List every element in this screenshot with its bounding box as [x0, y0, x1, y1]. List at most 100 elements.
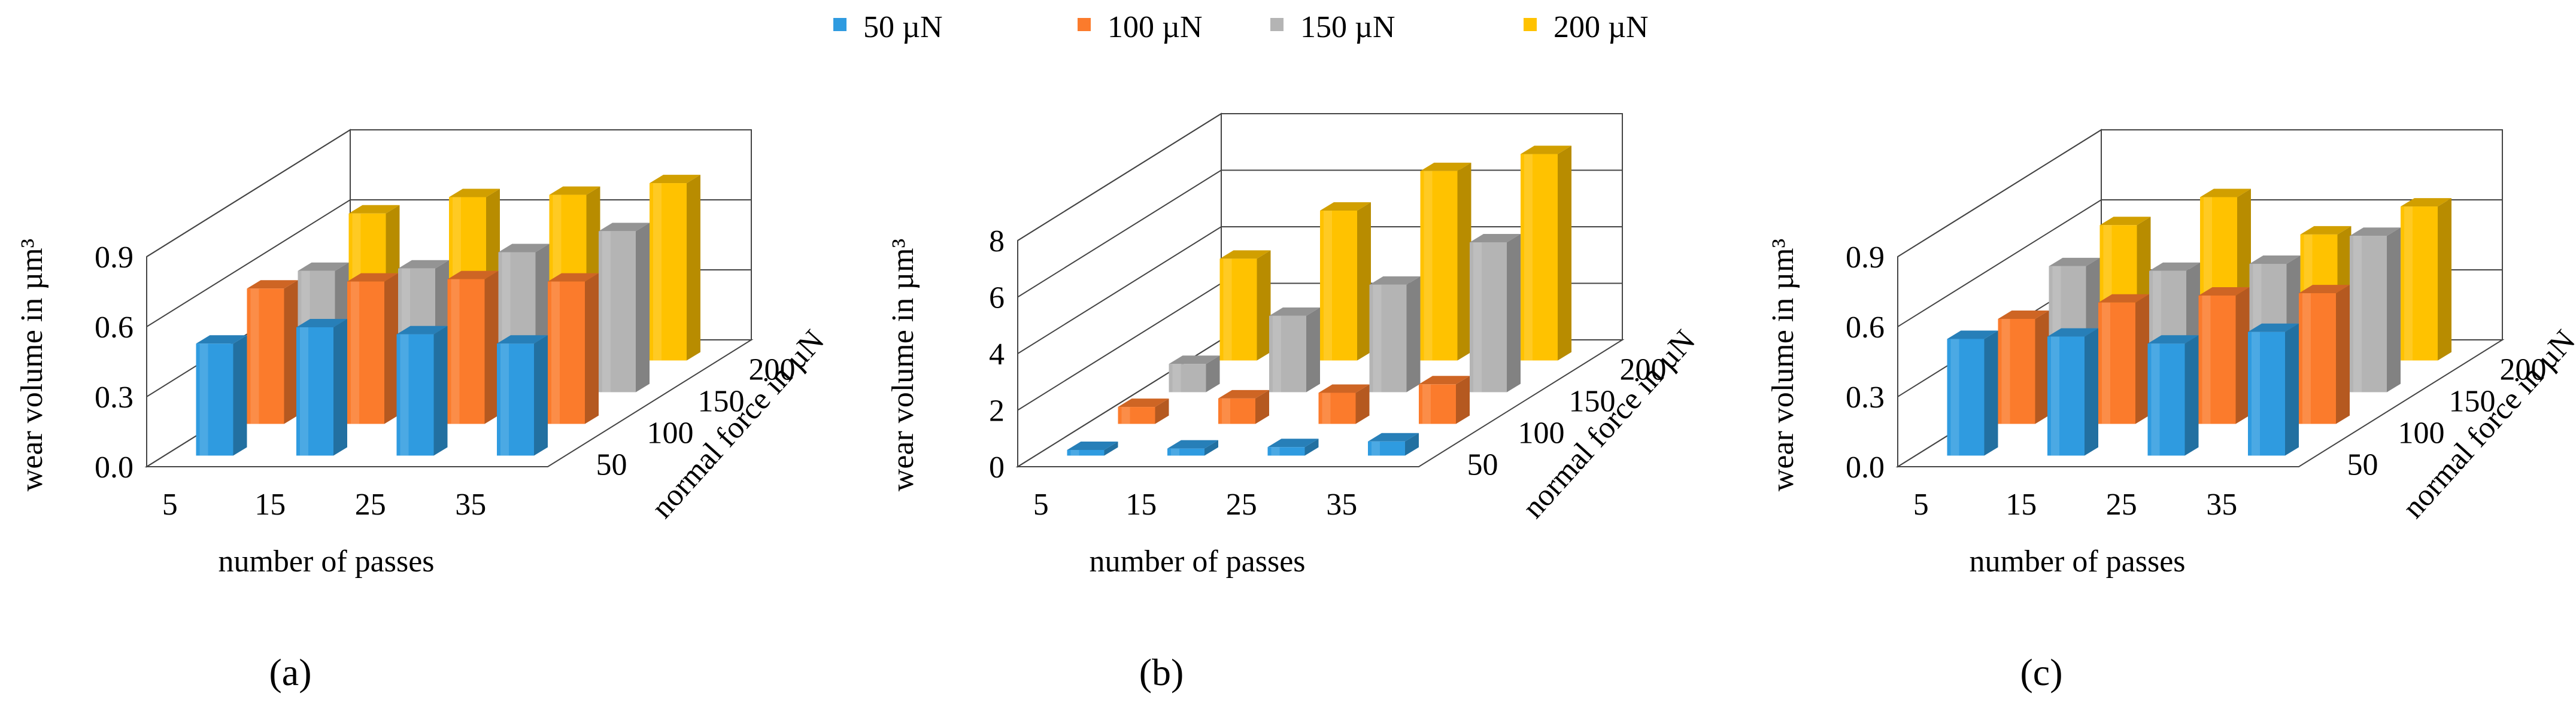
gridline [1897, 199, 2502, 327]
bar [1369, 276, 1421, 393]
bar-highlight [300, 327, 308, 456]
bar [1998, 311, 2049, 424]
x-tick-label: 35 [2206, 488, 2237, 522]
gridline [1897, 129, 2502, 257]
y-axis-title: wear volume in µm³ [1766, 239, 1800, 491]
bar-top [1267, 439, 1319, 448]
bar-top [398, 260, 449, 269]
bar-top [497, 335, 548, 344]
bar-side [1405, 433, 1419, 456]
bar [1267, 439, 1319, 456]
bar-top [2149, 262, 2200, 271]
bar-top [1118, 398, 1169, 407]
bar [1167, 440, 1218, 456]
x-tick-label: 15 [254, 488, 286, 522]
bar-side [687, 175, 700, 361]
bar [1521, 145, 1571, 361]
depth-tick-label: 50 [1467, 448, 1498, 482]
bar-top [298, 262, 349, 271]
bar-highlight [199, 343, 208, 456]
legend-label: 100 µN [1108, 10, 1203, 44]
depth-tick-label: 150 [1569, 385, 1616, 419]
bar-side [433, 325, 448, 456]
gridline [146, 199, 751, 327]
gridline [1017, 226, 1622, 354]
bar-highlight [451, 279, 460, 424]
bar-highlight [1273, 315, 1281, 393]
bar-top [247, 280, 298, 289]
depth-tick-label: 200 [2500, 353, 2547, 387]
bar-side [1257, 250, 1271, 361]
bar-top [1470, 234, 1521, 242]
bar-top [1318, 384, 1370, 393]
y-tick-label: 0.9 [1846, 241, 1885, 275]
depth-tick-label: 200 [749, 353, 796, 387]
bar-side [1558, 145, 1571, 361]
y-tick-label: 0.3 [95, 381, 133, 415]
bar-top [449, 188, 500, 197]
bar [2299, 285, 2350, 424]
bar-top [1320, 202, 1371, 211]
panel-label-b: (b) [1139, 651, 1184, 693]
bar [599, 223, 650, 393]
bar-side [384, 273, 398, 424]
y-axis-title: wear volume in µm³ [886, 239, 920, 491]
bar-top [650, 175, 700, 184]
bar-highlight [1171, 448, 1179, 456]
gridline [146, 129, 751, 257]
bar-side [2184, 335, 2199, 456]
legend-label: 200 µN [1554, 10, 1649, 44]
bar-highlight [500, 343, 509, 456]
panel-label-a: (a) [269, 651, 311, 693]
depth-tick-label: 100 [1518, 416, 1565, 451]
bar-highlight [1070, 450, 1079, 456]
bar-top [599, 223, 650, 232]
bar-side [2336, 285, 2350, 424]
bar-top [2299, 285, 2350, 294]
bar-side [636, 223, 650, 393]
bar-highlight [1422, 384, 1431, 424]
bar-side [333, 319, 347, 456]
depth-tick-label: 100 [647, 416, 694, 451]
bar-side [233, 335, 247, 456]
depth-tick-label: 200 [1620, 353, 1667, 387]
bar-highlight [2001, 318, 2010, 424]
y-tick-label: 2 [989, 394, 1005, 428]
bar [1067, 442, 1118, 456]
bar-highlight [1322, 393, 1331, 424]
bar [247, 280, 298, 424]
bar-highlight [653, 183, 662, 361]
bar-side [284, 280, 298, 424]
y-tick-label: 0.9 [95, 241, 133, 275]
bar [347, 273, 398, 424]
bar [2248, 323, 2299, 456]
bar-top [1218, 390, 1269, 398]
legend-swatch [1270, 18, 1284, 31]
bar-side [2085, 328, 2098, 456]
bar-top [1420, 162, 1471, 171]
x-tick-label: 25 [2106, 488, 2137, 522]
gridline [1017, 169, 1622, 298]
bar [1947, 330, 1998, 456]
bar-top [2099, 217, 2151, 226]
bar-top [1521, 145, 1571, 154]
y-tick-label: 0.3 [1846, 381, 1885, 415]
bar [1218, 390, 1269, 424]
x-axis-title: number of passes [1089, 544, 1305, 579]
bar-top [1167, 440, 1218, 449]
floor [1015, 339, 1625, 467]
bar [2047, 328, 2098, 456]
x-tick-label: 5 [162, 488, 178, 522]
bar-highlight [2404, 206, 2413, 361]
depth-tick-label: 50 [2347, 448, 2378, 482]
bar-highlight [2102, 302, 2110, 424]
bar-highlight [1950, 339, 1959, 456]
bar-highlight [1372, 441, 1380, 456]
y-tick-label: 0.6 [95, 311, 133, 345]
bar-side [2135, 294, 2149, 424]
x-tick-label: 25 [1226, 488, 1257, 522]
bar [1269, 307, 1320, 393]
bar [196, 335, 247, 456]
bar-highlight [1473, 242, 1482, 393]
